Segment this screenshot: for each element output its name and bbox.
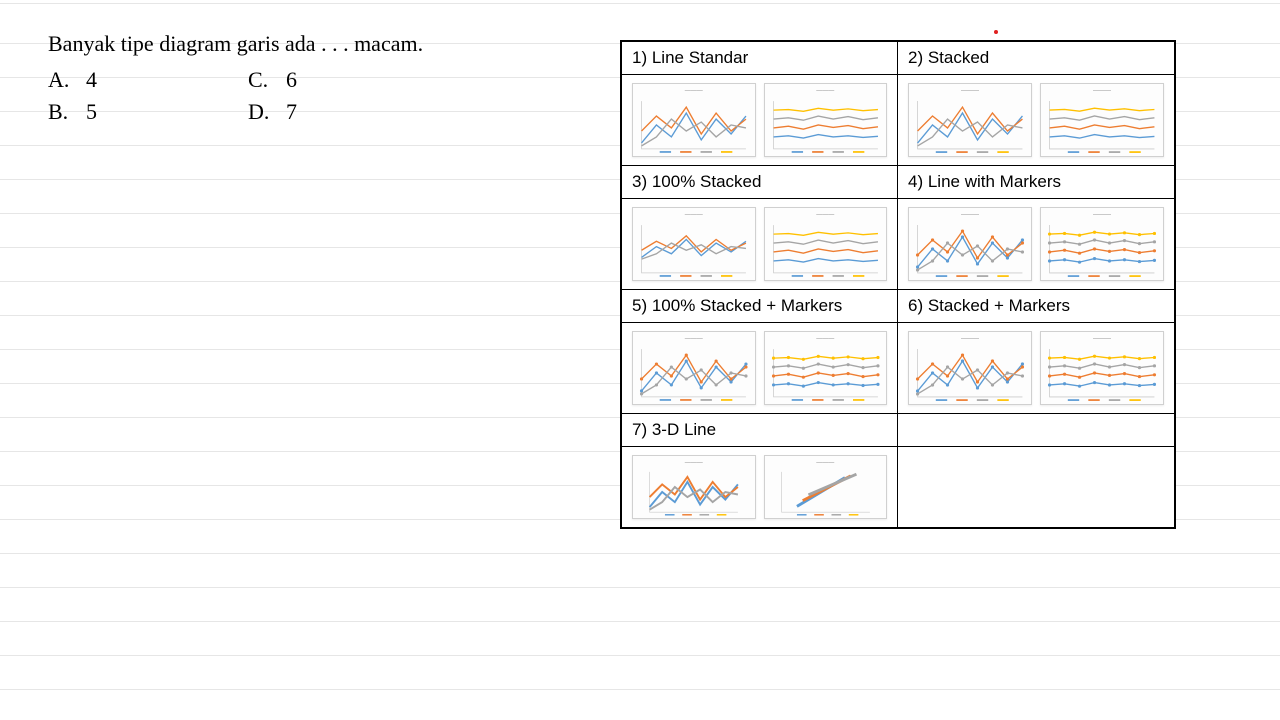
chart-thumbnail: ——— [1040, 331, 1164, 405]
chart-thumbnail: ——— [908, 331, 1032, 405]
chart-thumbnail: ——— [632, 83, 756, 157]
cell-5-header: 5) 100% Stacked + Markers [622, 290, 898, 322]
cell-1-body: —————— [622, 75, 898, 165]
chart-thumbnail: ——— [632, 331, 756, 405]
cell-8-body [898, 447, 1174, 527]
cell-5-body: —————— [622, 323, 898, 413]
option-d: D. 7 [248, 96, 297, 128]
cell-6-body: —————— [898, 323, 1174, 413]
chart-thumbnail: ——— [908, 83, 1032, 157]
cell-6-header: 6) Stacked + Markers [898, 290, 1174, 322]
option-c: C. 6 [248, 64, 297, 96]
cell-7-header: 7) 3-D Line [622, 414, 898, 446]
cell-4-body: —————— [898, 199, 1174, 289]
question-text: Banyak tipe diagram garis ada . . . maca… [48, 28, 423, 60]
option-b: B. 5 [48, 96, 248, 128]
cell-7-body: —————— [622, 447, 898, 527]
chart-thumbnail: ——— [764, 83, 888, 157]
cell-1-header: 1) Line Standar [622, 42, 898, 74]
question-block: Banyak tipe diagram garis ada . . . maca… [48, 28, 423, 128]
cell-3-header: 3) 100% Stacked [622, 166, 898, 198]
chart-thumbnail: ——— [1040, 83, 1164, 157]
chart-thumbnail: ——— [764, 331, 888, 405]
cell-3-body: —————— [622, 199, 898, 289]
chart-thumbnail: ——— [632, 207, 756, 281]
chart-thumbnail: ——— [908, 207, 1032, 281]
cell-2-body: —————— [898, 75, 1174, 165]
chart-thumbnail: ——— [632, 455, 756, 519]
cell-8-header [898, 414, 1174, 446]
chart-types-table: 1) Line Standar 2) Stacked —————— ——————… [620, 40, 1176, 529]
chart-thumbnail: ——— [764, 207, 888, 281]
cell-4-header: 4) Line with Markers [898, 166, 1174, 198]
option-a: A. 4 [48, 64, 248, 96]
cell-2-header: 2) Stacked [898, 42, 1174, 74]
chart-thumbnail: ——— [764, 455, 888, 519]
red-dot-marker [994, 30, 998, 34]
chart-thumbnail: ——— [1040, 207, 1164, 281]
